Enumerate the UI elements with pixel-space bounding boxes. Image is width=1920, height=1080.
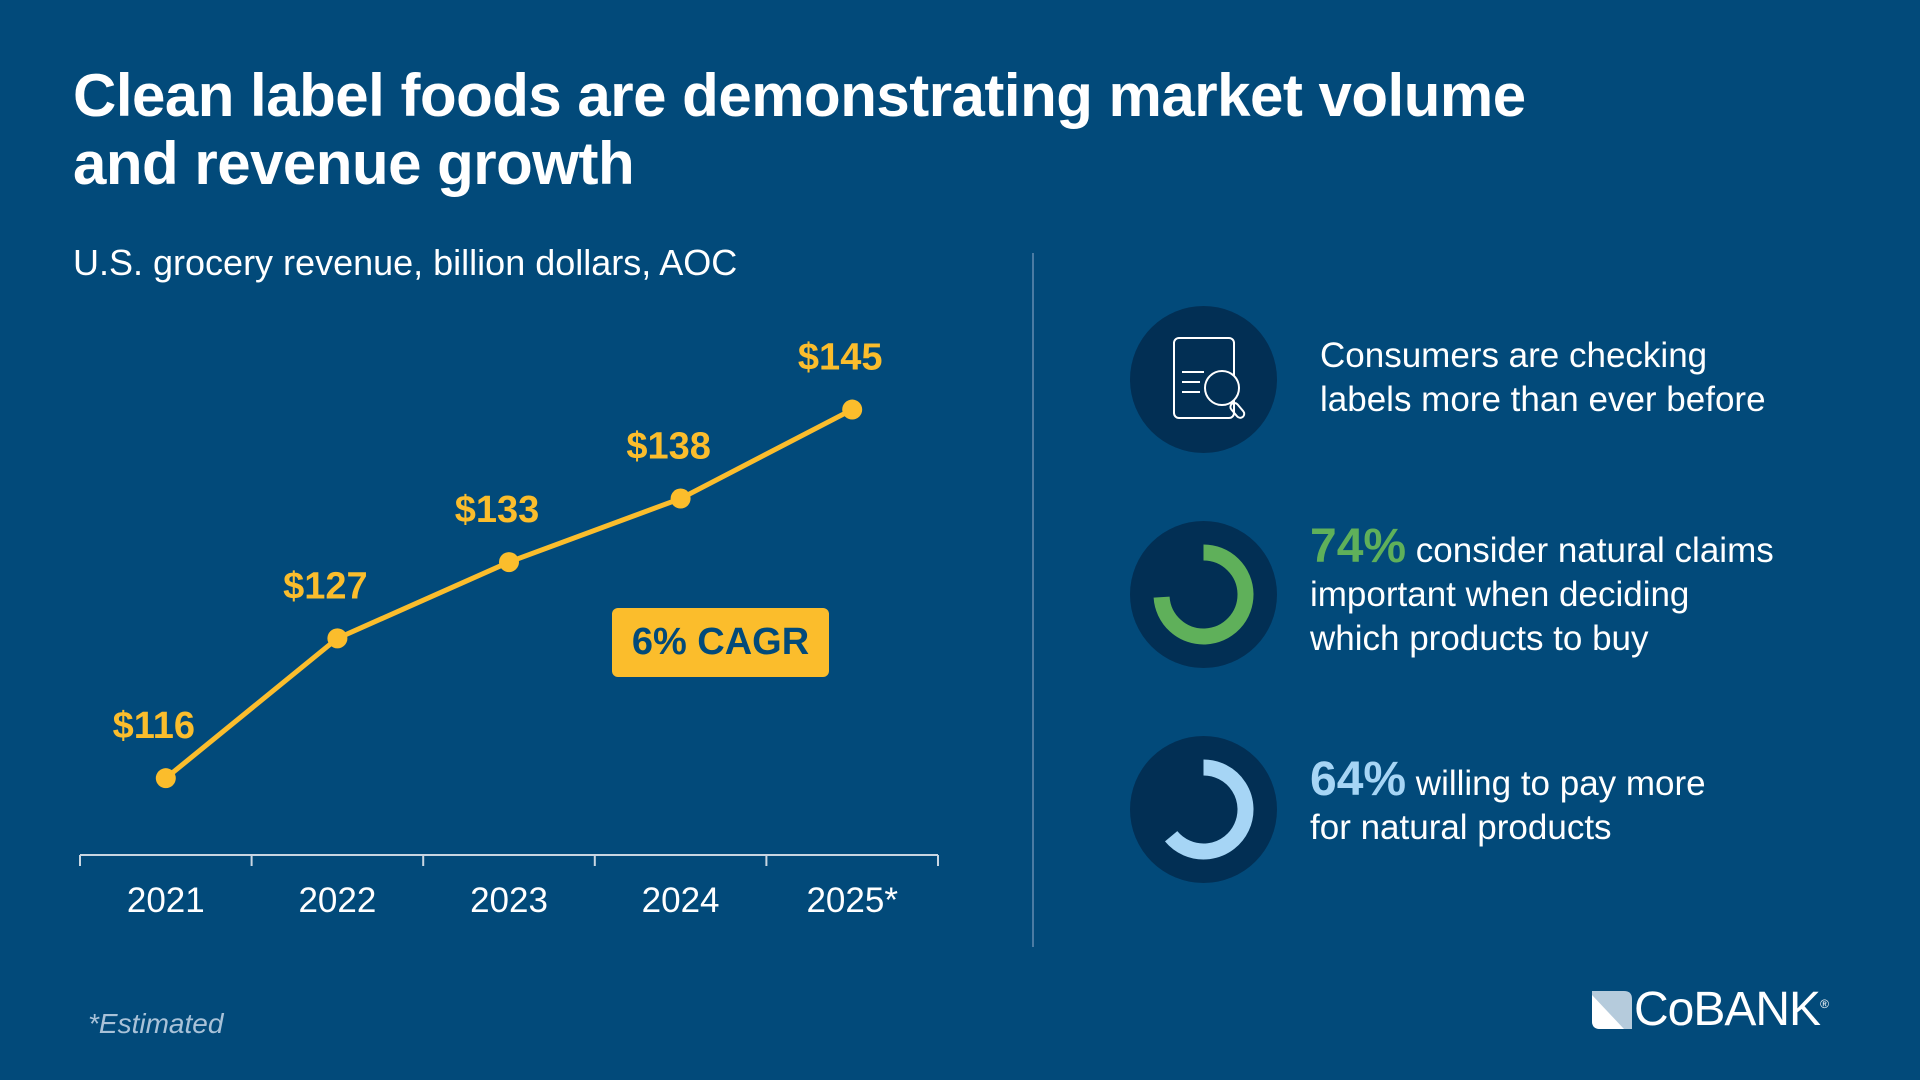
chart-subtitle: U.S. grocery revenue, billion dollars, A… [73, 242, 738, 283]
divider [1032, 253, 1034, 947]
x-tick-label: 2025* [806, 881, 898, 920]
data-label: $133 [455, 489, 540, 531]
data-label: $127 [283, 565, 368, 607]
data-point [670, 488, 691, 509]
cagr-badge: 6% CAGR [612, 608, 829, 677]
x-tick-label: 2024 [642, 881, 720, 920]
x-tick-label: 2021 [127, 881, 205, 920]
stat-natural-claims: 74% consider natural claims important wh… [1130, 521, 1890, 671]
document-search-icon [1173, 337, 1246, 419]
stat-pay-more: 64% willing to pay more for natural prod… [1130, 736, 1890, 886]
stat-circle [1130, 736, 1277, 883]
data-label: $145 [798, 337, 883, 379]
logo-mark-icon [1592, 990, 1632, 1029]
ring-arc [1153, 544, 1254, 645]
data-label: $116 [113, 705, 195, 747]
ring-arc [1164, 759, 1254, 860]
data-point [155, 768, 176, 789]
stat-circle [1130, 521, 1277, 668]
x-tick-label: 2023 [470, 881, 548, 920]
data-label: $138 [626, 426, 711, 468]
page-title: Clean label foods are demonstrating mark… [73, 62, 1526, 197]
x-tick-label: 2022 [298, 881, 376, 920]
stat-circle [1130, 306, 1277, 453]
cobank-logo: CoBANK® [1590, 982, 1829, 1037]
progress-ring-74 [1153, 544, 1254, 645]
data-point [499, 552, 519, 573]
line-chart: 2021 2022 2023 2024 2025* $116 $127 $133 $138 $14… [79, 337, 939, 920]
data-point [842, 399, 863, 420]
data-point [327, 628, 348, 649]
stat-labels: Consumers are checking labels more than … [1130, 306, 1890, 456]
progress-ring-64 [1164, 759, 1254, 860]
series-line [164, 407, 854, 781]
footnote: *Estimated [88, 1008, 224, 1039]
